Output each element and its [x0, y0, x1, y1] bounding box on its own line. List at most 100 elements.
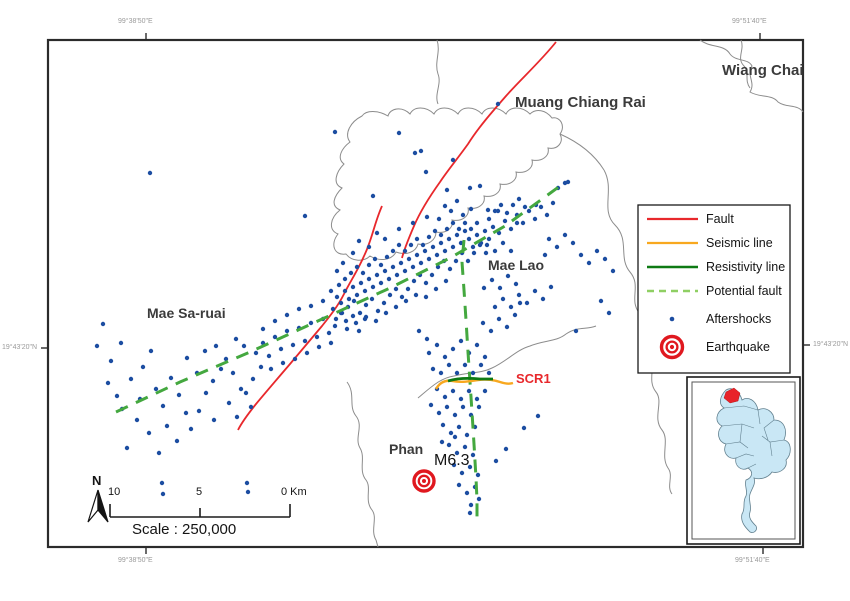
aftershocks-layer: [94, 101, 616, 516]
aftershock-dot: [526, 208, 532, 214]
boundary-line: [559, 133, 605, 171]
aftershock-dot: [476, 496, 482, 502]
aftershock-dot: [434, 342, 440, 348]
aftershock-dot: [464, 490, 470, 496]
fault-lines: [237, 41, 557, 431]
aftershock-dot: [570, 240, 576, 246]
aftershock-dot: [320, 298, 326, 304]
aftershock-dot: [542, 252, 548, 258]
aftershock-dot: [453, 258, 459, 264]
aftershock-dot: [610, 268, 616, 274]
thailand-inset: [686, 376, 801, 545]
aftershock-dot: [411, 278, 417, 284]
aftershock-dot: [348, 270, 354, 276]
aftershock-dot: [486, 236, 492, 242]
province-line: [763, 419, 775, 441]
aftershock-dot: [146, 430, 152, 436]
aftershock-dot: [428, 402, 434, 408]
aftershock-dot: [302, 338, 308, 344]
aftershock-dot: [353, 320, 359, 326]
aftershock-dot: [386, 276, 392, 282]
aftershock-dot: [260, 326, 266, 332]
aftershock-dot: [342, 288, 348, 294]
aftershock-dot: [451, 462, 457, 468]
aftershock-dot: [213, 343, 219, 349]
boundary-line: [436, 39, 440, 105]
aftershock-dot: [458, 396, 464, 402]
aftershock-dot: [450, 388, 456, 394]
aftershock-dot: [456, 482, 462, 488]
place-label-mae-sa-ruai: Mae Sa-ruai: [147, 305, 226, 321]
aftershock-dot: [456, 226, 462, 232]
scale-label-0km: 0 Km: [281, 486, 307, 498]
fault-line: [237, 205, 383, 431]
aftershock-dot: [458, 240, 464, 246]
aftershock-dot: [505, 273, 511, 279]
aftershock-dot: [328, 288, 334, 294]
aftershock-dot: [477, 242, 483, 248]
aftershock-dot: [184, 355, 190, 361]
aftershock-dot: [500, 296, 506, 302]
aftershock-dot: [602, 256, 608, 262]
place-label-muang-chiang-rai: Muang Chiang Rai: [515, 94, 646, 111]
aftershock-dot: [508, 226, 514, 232]
aftershock-dot: [516, 292, 522, 298]
aftershock-dot: [454, 370, 460, 376]
north-label: N: [92, 473, 102, 488]
aftershock-dot: [498, 202, 504, 208]
aftershock-dot: [382, 236, 388, 242]
aftershock-dot: [128, 376, 134, 382]
aftershock-dot: [522, 204, 528, 210]
coordinate-ticks: [41, 33, 810, 554]
aftershock-dot: [478, 362, 484, 368]
aftershock-dot: [134, 417, 140, 423]
aftershock-dot: [340, 260, 346, 266]
aftershock-dot: [258, 364, 264, 370]
aftershock-dot: [488, 328, 494, 334]
aftershock-dot: [360, 270, 366, 276]
aftershock-dot: [234, 414, 240, 420]
aftershock-dot: [422, 248, 428, 254]
province-line: [723, 405, 759, 411]
fault-line: [401, 41, 557, 259]
aftershock-dot: [393, 286, 399, 292]
aftershock-dot: [248, 404, 254, 410]
aftershock-dot: [160, 491, 166, 497]
aftershock-dot: [474, 232, 480, 238]
aftershock-dot: [238, 386, 244, 392]
aftershock-dot: [508, 248, 514, 254]
aftershock-dot: [482, 388, 488, 394]
aftershock-dot: [250, 376, 256, 382]
aftershock-dot: [350, 250, 356, 256]
earthquake-magnitude-label: M6.3: [434, 452, 470, 469]
aftershock-dot: [468, 226, 474, 232]
aftershock-dot: [244, 480, 250, 486]
coord-label-left: 19°43'20"N: [2, 344, 38, 351]
legend-label-seismic: Seismic line: [706, 236, 773, 250]
aftershock-dot: [280, 360, 286, 366]
aftershock-dot: [354, 264, 360, 270]
aftershock-dot: [334, 268, 340, 274]
aftershock-dot: [387, 292, 393, 298]
aftershock-dot: [535, 413, 541, 419]
aftershock-dot: [492, 304, 498, 310]
aftershock-dot: [565, 179, 571, 185]
earthquake-inner-ring: [417, 474, 431, 488]
aftershock-dot: [546, 236, 552, 242]
aftershock-dot: [351, 298, 357, 304]
aftershock-dot: [344, 326, 350, 332]
aftershock-dot: [396, 226, 402, 232]
aftershock-dot: [594, 248, 600, 254]
aftershock-dot: [573, 328, 579, 334]
boundary-line: [417, 325, 597, 399]
aftershock-dot: [467, 185, 473, 191]
aftershock-dot: [467, 464, 473, 470]
aftershock-dot: [233, 336, 239, 342]
aftershock-dot: [532, 216, 538, 222]
aftershock-dot: [440, 422, 446, 428]
aftershock-dot: [372, 256, 378, 262]
aftershock-dot: [492, 248, 498, 254]
aftershock-dot: [403, 298, 409, 304]
aftershock-dot: [465, 258, 471, 264]
aftershock-dot: [378, 262, 384, 268]
